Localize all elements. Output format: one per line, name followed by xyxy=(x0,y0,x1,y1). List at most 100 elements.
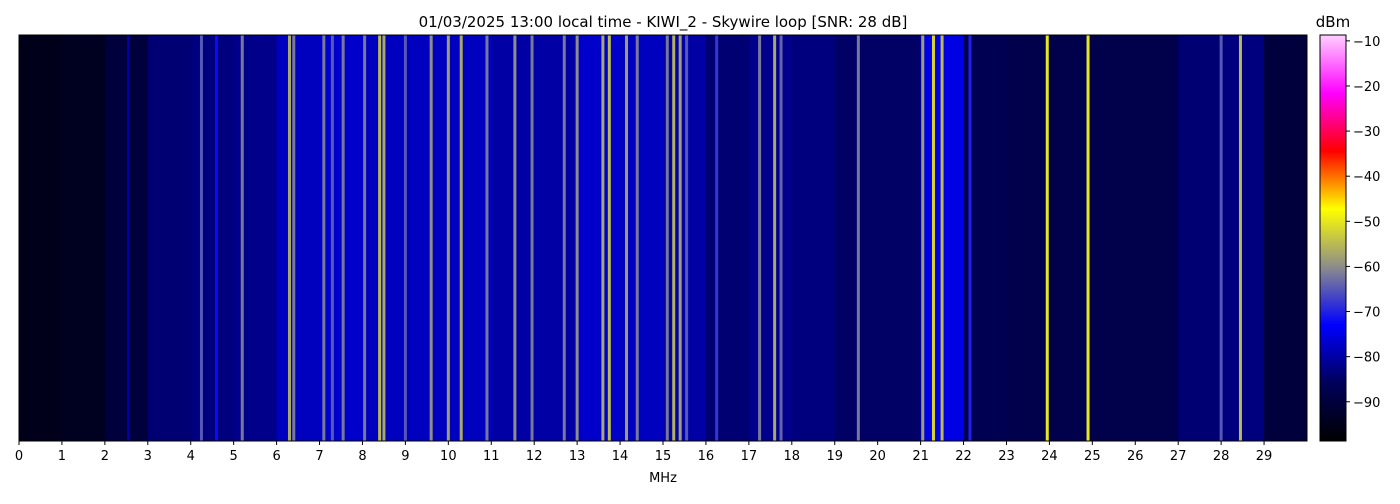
x-tick-label: 23 xyxy=(998,449,1015,464)
signal-line xyxy=(607,35,611,441)
x-tick-label: 16 xyxy=(698,449,715,464)
x-tick-label: 10 xyxy=(440,449,457,464)
chart-title: 01/03/2025 13:00 local time - KIWI_2 - S… xyxy=(419,13,908,32)
colorbar-tick-label: −40 xyxy=(1353,170,1380,185)
background-bin xyxy=(1006,35,1050,441)
background-bin xyxy=(577,35,621,441)
colorbar-tick-label: −70 xyxy=(1353,306,1380,321)
colorbar-tick-label: −90 xyxy=(1353,396,1380,411)
x-tick-label: 22 xyxy=(955,449,972,464)
signal-line xyxy=(126,35,130,441)
background-bin xyxy=(190,35,235,441)
signal-line xyxy=(378,35,382,441)
signal-line xyxy=(575,35,579,441)
signal-line xyxy=(601,35,605,441)
background-bin xyxy=(1221,35,1265,441)
signal-line xyxy=(446,35,450,441)
signal-line xyxy=(625,35,629,441)
x-tick-label: 6 xyxy=(272,449,280,464)
x-tick-label: 2 xyxy=(101,449,109,464)
signal-line xyxy=(429,35,433,441)
x-tick-label: 9 xyxy=(401,449,409,464)
signal-line xyxy=(672,35,676,441)
signal-line xyxy=(1086,35,1090,441)
background-bin xyxy=(104,35,149,441)
colorbar xyxy=(1319,34,1347,442)
signal-line xyxy=(968,35,972,441)
x-tick-label: 27 xyxy=(1170,449,1187,464)
background-bin xyxy=(1178,35,1222,441)
signal-line xyxy=(341,35,345,441)
background-bin xyxy=(1135,35,1179,441)
colorbar-tick-label: −60 xyxy=(1353,260,1380,275)
x-tick-label: 1 xyxy=(58,449,66,464)
signal-line xyxy=(485,35,489,441)
x-tick-label: 25 xyxy=(1084,449,1101,464)
signal-line xyxy=(459,35,463,441)
x-tick-label: 18 xyxy=(784,449,801,464)
colorbar-tick-label: −80 xyxy=(1353,351,1380,366)
signal-line xyxy=(665,35,669,441)
signal-line xyxy=(773,35,777,441)
signal-line xyxy=(685,35,689,441)
colorbar-tick-label: −20 xyxy=(1353,80,1380,95)
background-bin xyxy=(705,35,750,441)
x-tick-label: 11 xyxy=(483,449,500,464)
signal-line xyxy=(715,35,719,441)
x-tick-label: 7 xyxy=(315,449,323,464)
background-bin xyxy=(19,35,63,441)
x-tick-label: 24 xyxy=(1041,449,1058,464)
x-tick-label: 13 xyxy=(569,449,586,464)
x-tick-label: 3 xyxy=(144,449,152,464)
colorbar-tick-label: −30 xyxy=(1353,125,1380,140)
x-tick-label: 20 xyxy=(869,449,886,464)
x-tick-label: 4 xyxy=(187,449,195,464)
background-bin xyxy=(276,35,321,441)
signal-line xyxy=(931,35,935,441)
x-tick-label: 19 xyxy=(826,449,843,464)
x-tick-label: 5 xyxy=(230,449,238,464)
signal-line xyxy=(382,35,386,441)
background-bin xyxy=(1092,35,1136,441)
signal-line xyxy=(292,35,296,441)
signal-line xyxy=(513,35,517,441)
signal-line xyxy=(322,35,326,441)
background-bin xyxy=(1264,35,1308,441)
background-bin xyxy=(877,35,922,441)
x-tick-label: 15 xyxy=(655,449,672,464)
background-bin xyxy=(491,35,535,441)
signal-line xyxy=(240,35,244,441)
x-tick-label: 12 xyxy=(526,449,543,464)
x-axis-label: MHz xyxy=(649,471,677,486)
x-tick-label: 0 xyxy=(15,449,23,464)
signal-line xyxy=(363,35,367,441)
background-bin xyxy=(534,35,578,441)
background-bin xyxy=(61,35,106,441)
colorbar-label: dBm xyxy=(1316,13,1350,31)
background-bin xyxy=(834,35,879,441)
signal-line xyxy=(856,35,860,441)
background-bin xyxy=(405,35,449,441)
signal-line xyxy=(779,35,783,441)
background-bin xyxy=(147,35,192,441)
signal-line xyxy=(1238,35,1242,441)
signal-line xyxy=(921,35,925,441)
signal-line xyxy=(635,35,639,441)
signal-line xyxy=(330,35,334,441)
background-bin xyxy=(319,35,363,441)
signal-line xyxy=(562,35,566,441)
background-bin xyxy=(448,35,492,441)
x-tick-label: 26 xyxy=(1127,449,1144,464)
signal-line xyxy=(940,35,944,441)
signal-line xyxy=(678,35,682,441)
colorbar-tick-label: −10 xyxy=(1353,35,1380,50)
background-bin xyxy=(1049,35,1093,441)
signal-line xyxy=(1045,35,1049,441)
background-bin xyxy=(663,35,707,441)
signal-line xyxy=(199,35,203,441)
signal-line xyxy=(758,35,762,441)
background-bin xyxy=(233,35,278,441)
signal-line xyxy=(1219,35,1223,441)
colorbar-tick-label: −50 xyxy=(1353,215,1380,230)
